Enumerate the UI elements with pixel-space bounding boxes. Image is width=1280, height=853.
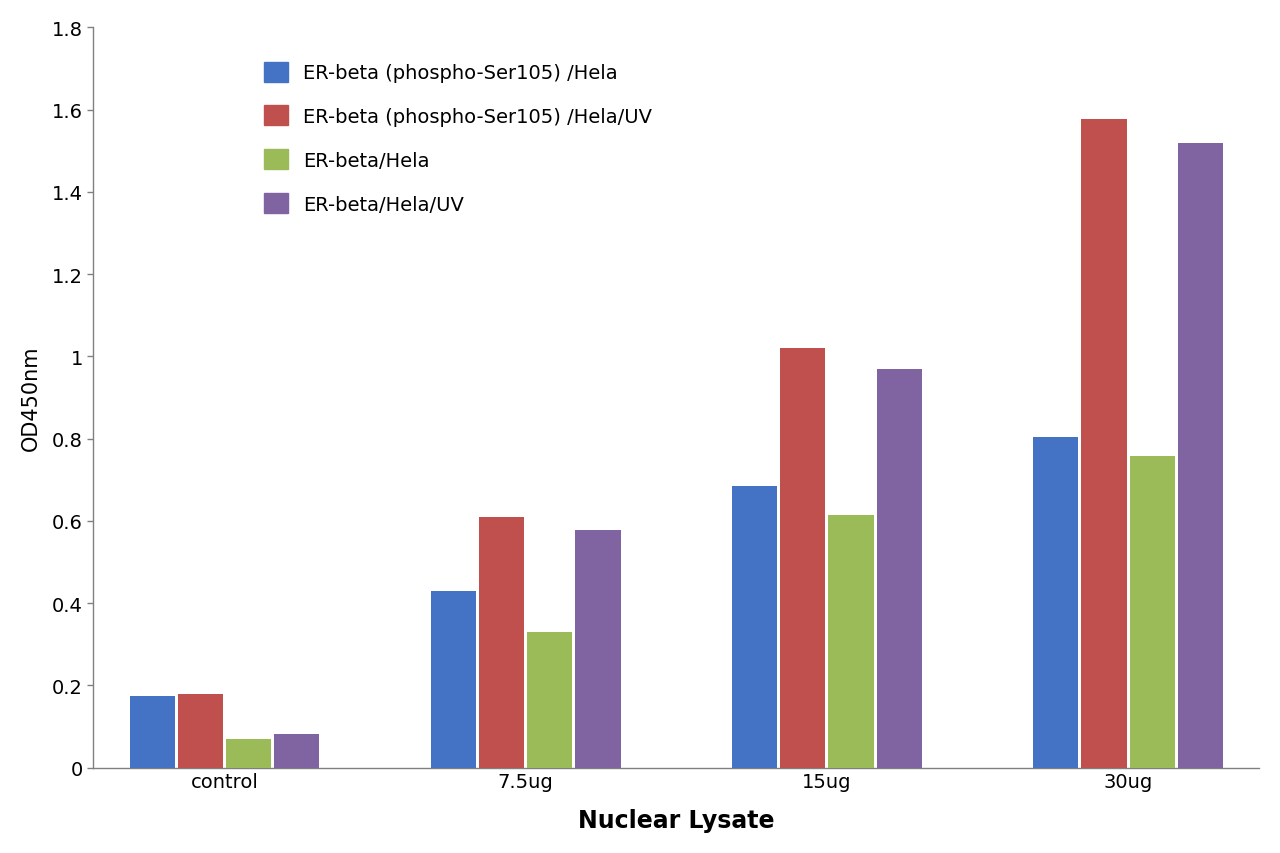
Bar	[781, 349, 826, 768]
Bar	[828, 515, 873, 768]
Y-axis label: OD450nm: OD450nm	[20, 345, 41, 450]
X-axis label: Nuclear Lysate: Nuclear Lysate	[579, 809, 774, 833]
Bar	[1178, 144, 1222, 768]
Legend: ER-beta (phospho-Ser105) /Hela, ER-beta (phospho-Ser105) /Hela/UV, ER-beta/Hela,: ER-beta (phospho-Ser105) /Hela, ER-beta …	[255, 53, 662, 224]
Bar	[129, 696, 174, 768]
Bar	[527, 632, 572, 768]
Bar	[732, 486, 777, 768]
Bar	[225, 739, 271, 768]
Bar	[274, 734, 319, 768]
Bar	[1082, 119, 1126, 768]
Bar	[575, 531, 621, 768]
Bar	[178, 694, 223, 768]
Bar	[877, 369, 922, 768]
Bar	[479, 517, 524, 768]
Bar	[431, 591, 476, 768]
Bar	[1130, 456, 1175, 768]
Bar	[1033, 437, 1079, 768]
